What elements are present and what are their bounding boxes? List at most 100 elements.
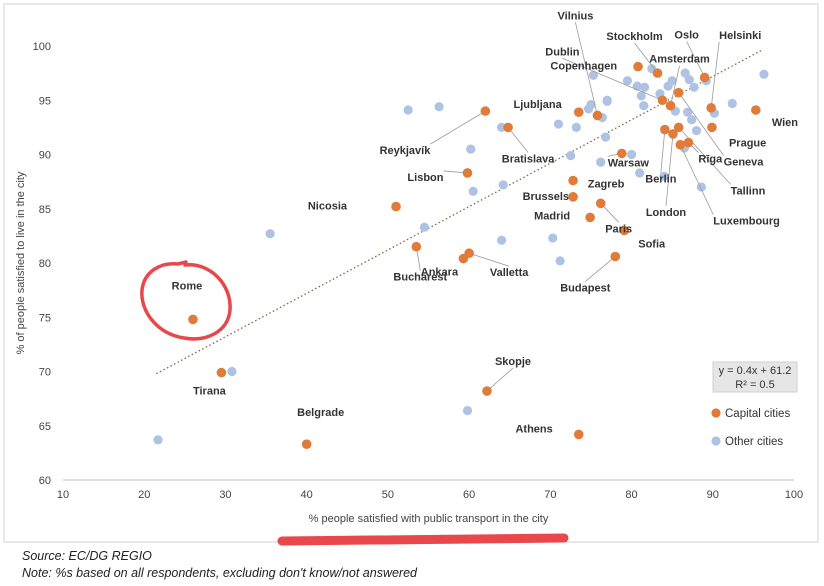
city-label: Ljubljana <box>513 99 562 111</box>
capital-city-point <box>480 106 491 116</box>
legend-capital-label: Capital cities <box>725 408 790 420</box>
trend-r2: R² = 0.5 <box>735 379 774 391</box>
leader-line <box>585 256 616 282</box>
capital-city-point <box>568 175 578 186</box>
city-label: Luxembourg <box>713 216 780 228</box>
capital-city-point <box>706 103 716 113</box>
other-city-point <box>596 157 606 167</box>
capital-city-point <box>668 129 678 139</box>
other-city-point <box>687 115 697 125</box>
leader-line <box>562 57 663 101</box>
x-tick-label: 70 <box>544 489 556 501</box>
other-city-point <box>553 119 564 129</box>
other-city-point <box>227 366 237 377</box>
city-label: Bucharest <box>393 272 447 284</box>
city-label: Tallinn <box>731 185 766 197</box>
capital-city-point <box>657 95 668 106</box>
city-label: Oslo <box>674 29 699 41</box>
y-tick-label: 100 <box>33 41 51 53</box>
city-label: Warsaw <box>608 157 650 169</box>
capital-city-point <box>464 248 474 259</box>
y-tick-label: 65 <box>39 421 51 433</box>
other-city-point <box>588 70 598 80</box>
capital-city-point <box>482 386 492 396</box>
city-label: Sofia <box>638 238 666 250</box>
leader-line <box>679 144 714 215</box>
city-label: Stockholm <box>606 31 662 43</box>
capital-city-point <box>675 139 686 150</box>
other-city-point <box>684 75 694 85</box>
leader-line <box>468 252 510 267</box>
leader-line <box>670 65 680 106</box>
red-annotation-circle <box>140 260 232 341</box>
chart-area: 10 20 30 40 50 60 70 80 90 100 60 65 70 75 80 85 90 95 100… <box>3 3 819 546</box>
capital-city-point <box>573 429 584 440</box>
x-tick-label: 100 <box>785 489 803 501</box>
capital-city-point <box>585 212 595 223</box>
x-axis-label: % people satisfied with public transport… <box>309 513 549 525</box>
other-city-point <box>600 132 611 142</box>
city-label: Berlin <box>645 174 676 186</box>
x-tick-label: 60 <box>463 489 475 501</box>
city-label: Nicosia <box>308 201 348 213</box>
city-label: Valletta <box>490 267 529 279</box>
other-city-point <box>689 82 699 92</box>
capital-city-point <box>595 198 606 209</box>
other-city-point <box>602 95 612 105</box>
city-label: Rome <box>172 280 203 292</box>
x-tick-label: 30 <box>219 489 231 501</box>
x-tick-label: 90 <box>707 489 719 501</box>
other-city-point <box>727 98 737 109</box>
other-city-point <box>759 69 769 79</box>
x-tick-label: 40 <box>301 489 313 501</box>
city-label: Helsinki <box>719 30 761 42</box>
leader-line <box>430 110 486 145</box>
other-city-point <box>419 222 430 232</box>
capital-city-point <box>568 192 578 202</box>
city-label: Zagreb <box>588 179 625 191</box>
capital-city-point <box>683 137 694 148</box>
leader-line <box>678 127 731 185</box>
capital-city-point <box>699 72 710 83</box>
other-city-point <box>555 256 565 266</box>
city-label: Paris <box>605 223 632 235</box>
other-city-point <box>466 144 476 154</box>
x-tick-label: 80 <box>625 489 637 501</box>
other-city-point <box>497 235 507 245</box>
city-label: Reykjavík <box>380 145 432 157</box>
capital-city-point <box>707 122 717 133</box>
capital-city-point <box>610 251 621 262</box>
other-city-point <box>153 435 163 445</box>
other-city-point <box>635 168 645 178</box>
city-label: Copenhagen <box>550 61 617 73</box>
other-city-point <box>682 107 693 117</box>
capital-city-point <box>673 87 684 98</box>
city-label: Vilnius <box>558 10 594 22</box>
city-label: Athens <box>515 423 552 435</box>
y-tick-label: 75 <box>39 312 51 324</box>
y-tick-label: 85 <box>39 204 51 216</box>
leader-line <box>665 133 674 206</box>
city-label: Geneva <box>724 157 765 169</box>
y-tick-label: 80 <box>39 258 51 270</box>
city-label: Belgrade <box>297 407 344 419</box>
other-city-point <box>691 126 702 136</box>
equation-box <box>712 361 798 393</box>
capital-city-point <box>216 367 227 378</box>
capital-city-point <box>462 168 473 178</box>
capital-city-point <box>665 100 676 111</box>
x-tick-label: 50 <box>382 489 394 501</box>
legend-other-marker <box>711 436 721 446</box>
x-tick-label: 20 <box>138 489 150 501</box>
other-city-point <box>636 91 646 101</box>
city-label: Amsterdam <box>649 54 710 66</box>
other-city-point <box>659 171 669 181</box>
trend-equation: y = 0.4x + 61.2 <box>719 365 792 377</box>
other-city-point <box>566 150 576 161</box>
leader-line <box>660 129 666 173</box>
capital-city-point <box>301 439 312 449</box>
other-city-point <box>622 76 633 86</box>
other-city-point <box>571 122 581 132</box>
city-label: Ankara <box>421 267 459 279</box>
city-label: London <box>646 207 687 219</box>
